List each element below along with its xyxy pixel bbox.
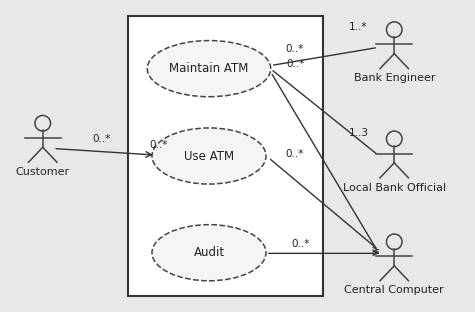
Ellipse shape (152, 128, 266, 184)
Text: Local Bank Official: Local Bank Official (342, 183, 446, 193)
Text: Bank Engineer: Bank Engineer (353, 73, 435, 83)
Ellipse shape (152, 225, 266, 281)
Text: 0..*: 0..* (286, 59, 305, 69)
Text: Customer: Customer (16, 167, 70, 177)
Text: Audit: Audit (193, 246, 225, 259)
Text: Use ATM: Use ATM (184, 149, 234, 163)
Text: 0..*: 0..* (285, 44, 304, 54)
Text: 0..*: 0..* (93, 134, 111, 144)
Text: Maintain ATM: Maintain ATM (169, 62, 249, 75)
Text: 0..*: 0..* (291, 239, 310, 249)
Text: 1..*: 1..* (349, 22, 368, 32)
Text: 0..*: 0..* (150, 139, 168, 149)
Text: 1..3: 1..3 (349, 128, 369, 138)
Bar (128, 16, 323, 296)
Text: 0..*: 0..* (285, 149, 304, 159)
Text: Central Computer: Central Computer (344, 285, 444, 295)
Ellipse shape (147, 41, 271, 97)
